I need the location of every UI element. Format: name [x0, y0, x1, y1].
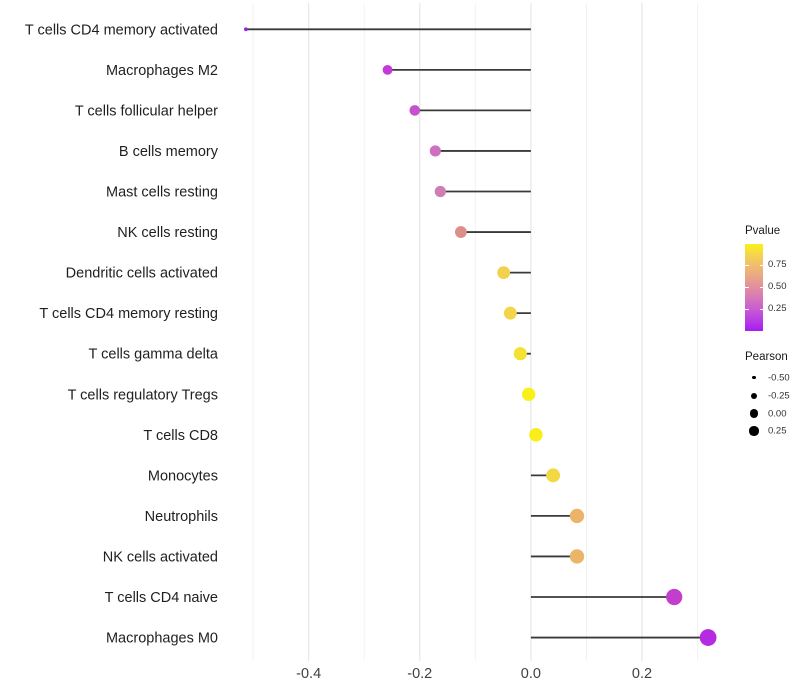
- category-label: T cells CD4 memory resting: [39, 306, 218, 322]
- pvalue-tick-mark: [759, 308, 763, 310]
- category-label: B cells memory: [119, 144, 219, 160]
- pearson-size-entries: -0.50 -0.25 0.00 0.25: [745, 370, 800, 462]
- category-label: T cells gamma delta: [89, 347, 219, 363]
- category-label: Neutrophils: [145, 509, 218, 525]
- lollipop-dot: [409, 105, 421, 116]
- category-label: NK cells activated: [103, 549, 218, 565]
- legend-pearson: Pearson -0.50 -0.25 0.00 0.25: [745, 351, 800, 462]
- lollipop-dot: [497, 266, 511, 279]
- lollipop-dot: [503, 306, 517, 320]
- pearson-size-label: -0.50: [768, 371, 790, 383]
- lollipop-dot: [513, 347, 527, 361]
- pvalue-gradient-bar: [745, 243, 763, 331]
- x-tick-label: -0.2: [407, 666, 432, 682]
- pearson-size-dot: [750, 392, 758, 400]
- lollipop-dot: [454, 226, 467, 238]
- x-axis-labels: -0.4 -0.2 0.0 0.2: [296, 666, 652, 682]
- pvalue-tick-label: 0.50: [768, 281, 787, 292]
- legend-pvalue: Pvalue 0.75 0.50 0.25: [745, 225, 787, 331]
- pearson-size-label: 0.00: [768, 407, 787, 419]
- category-label: Monocytes: [148, 468, 218, 484]
- pearson-size-label: -0.25: [768, 390, 790, 402]
- pvalue-tick-label: 0.75: [768, 259, 787, 271]
- pvalue-tick-label: 0.25: [768, 302, 787, 314]
- lollipop-dot: [699, 629, 717, 646]
- lollipop-dot: [546, 468, 561, 483]
- x-tick-label: -0.4: [296, 666, 321, 682]
- category-label: NK cells resting: [117, 225, 218, 241]
- pvalue-tick-mark: [759, 265, 763, 267]
- pearson-size-label: 0.25: [768, 425, 787, 437]
- x-tick-label: 0.2: [632, 666, 652, 682]
- pvalue-tick-mark: [745, 265, 749, 267]
- lollipop-dot: [429, 145, 441, 157]
- pvalue-tick-mark: [759, 287, 763, 288]
- pvalue-tick-mark: [745, 287, 749, 288]
- legend-pearson-title: Pearson: [745, 351, 788, 363]
- legend-pvalue-title: Pvalue: [745, 225, 781, 237]
- lollipop-dot: [529, 428, 543, 442]
- lollipop-dot: [243, 27, 248, 32]
- category-label: T cells CD4 naive: [105, 590, 218, 606]
- pvalue-tick-mark: [745, 308, 749, 310]
- lollipop-dot: [521, 387, 536, 401]
- pearson-size-dot: [749, 409, 759, 418]
- pearson-size-dot: [749, 426, 759, 436]
- category-label: Dendritic cells activated: [66, 266, 218, 282]
- category-label: T cells CD8: [143, 428, 218, 444]
- category-label: Macrophages M0: [106, 631, 218, 647]
- category-label: T cells regulatory Tregs: [68, 387, 218, 403]
- y-axis-labels: T cells CD4 memory activated Macrophages …: [25, 22, 219, 646]
- lollipop-stems: [245, 28, 709, 639]
- lollipop-dot: [569, 549, 585, 564]
- lollipop-dot: [569, 508, 585, 524]
- lollipop-dot: [382, 64, 393, 75]
- category-label: Macrophages M2: [106, 63, 218, 79]
- x-tick-label: 0.0: [521, 666, 541, 682]
- pearson-size-dot: [752, 375, 756, 380]
- category-label: Mast cells resting: [106, 185, 218, 201]
- category-label: T cells follicular helper: [75, 103, 218, 119]
- lollipop-dot: [434, 185, 446, 198]
- pvalue-colorbar-wrap: 0.75 0.50 0.25: [745, 243, 787, 331]
- lollipop-dot: [666, 588, 683, 606]
- category-label: T cells CD4 memory activated: [25, 22, 218, 38]
- lollipop-dots: [243, 27, 717, 646]
- gridlines: [252, 3, 699, 661]
